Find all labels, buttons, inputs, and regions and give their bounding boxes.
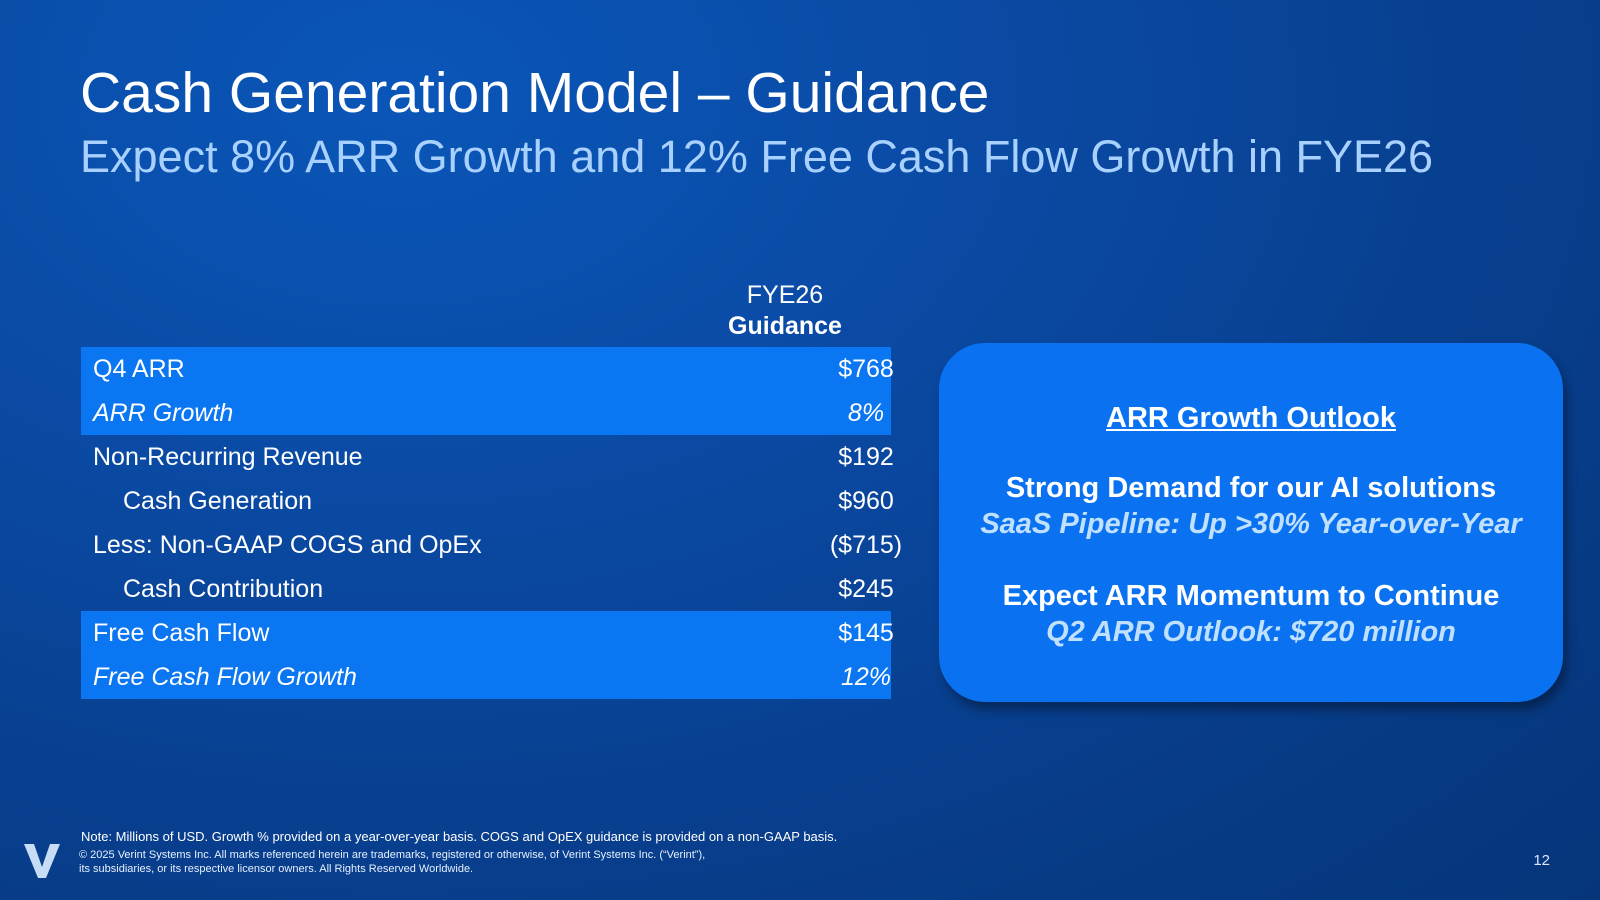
slide-subtitle: Expect 8% ARR Growth and 12% Free Cash F…	[80, 131, 1434, 182]
table-row-non-recurring-revenue: Non-Recurring Revenue $192	[81, 435, 894, 479]
footnote: Note: Millions of USD. Growth % provided…	[81, 829, 838, 844]
legal-text: © 2025 Verint Systems Inc. All marks ref…	[79, 848, 705, 876]
slide-title: Cash Generation Model – Guidance	[80, 61, 990, 125]
column-header-year: FYE26	[746, 281, 824, 309]
table-row-free-cash-flow: Free Cash Flow $145	[81, 611, 894, 655]
legal-line-2: its subsidiaries, or its respective lice…	[79, 863, 474, 875]
table-row-free-cash-flow-growth: Free Cash Flow Growth 12%	[81, 655, 891, 699]
row-value: 12%	[840, 663, 892, 691]
arr-outlook-box: ARR Growth Outlook Strong Demand for our…	[939, 343, 1563, 702]
page-number: 12	[1533, 852, 1550, 869]
row-value: ($715)	[829, 531, 903, 559]
row-label: ARR Growth	[93, 399, 234, 427]
row-value: 8%	[847, 399, 885, 427]
outlook-item1-sub: SaaS Pipeline: Up >30% Year-over-Year	[980, 508, 1522, 540]
row-label: Less: Non-GAAP COGS and OpEx	[93, 531, 482, 559]
row-value: $960	[838, 487, 894, 515]
row-label: Cash Contribution	[123, 575, 324, 603]
row-label: Free Cash Flow	[93, 619, 270, 647]
table-row-cogs-opex: Less: Non-GAAP COGS and OpEx ($715)	[81, 523, 902, 567]
outlook-item2-title: Expect ARR Momentum to Continue	[1002, 580, 1500, 612]
outlook-item1-title: Strong Demand for our AI solutions	[1005, 472, 1497, 504]
legal-line-1: © 2025 Verint Systems Inc. All marks ref…	[79, 849, 706, 861]
row-label: Free Cash Flow Growth	[93, 663, 357, 691]
row-value: $145	[838, 619, 894, 647]
row-value: $768	[838, 355, 894, 383]
column-header-guidance: Guidance	[728, 312, 842, 340]
row-label: Q4 ARR	[93, 355, 185, 383]
row-value: $245	[838, 575, 894, 603]
table-row-q4-arr: Q4 ARR $768	[81, 347, 894, 391]
verint-v-logo-icon	[24, 844, 60, 878]
row-value: $192	[838, 443, 894, 471]
row-label: Cash Generation	[123, 487, 313, 515]
guidance-table: Q4 ARR $768 ARR Growth 8% Non-Recurring …	[81, 347, 902, 699]
table-row-cash-contribution: Cash Contribution $245	[81, 567, 894, 611]
outlook-item2-sub: Q2 ARR Outlook: $720 million	[1046, 616, 1456, 648]
column-header: FYE26 Guidance	[700, 280, 870, 342]
table-row-arr-growth: ARR Growth 8%	[81, 391, 891, 435]
row-label: Non-Recurring Revenue	[93, 443, 363, 471]
outlook-heading: ARR Growth Outlook	[1106, 402, 1396, 434]
table-row-cash-generation: Cash Generation $960	[81, 479, 894, 523]
